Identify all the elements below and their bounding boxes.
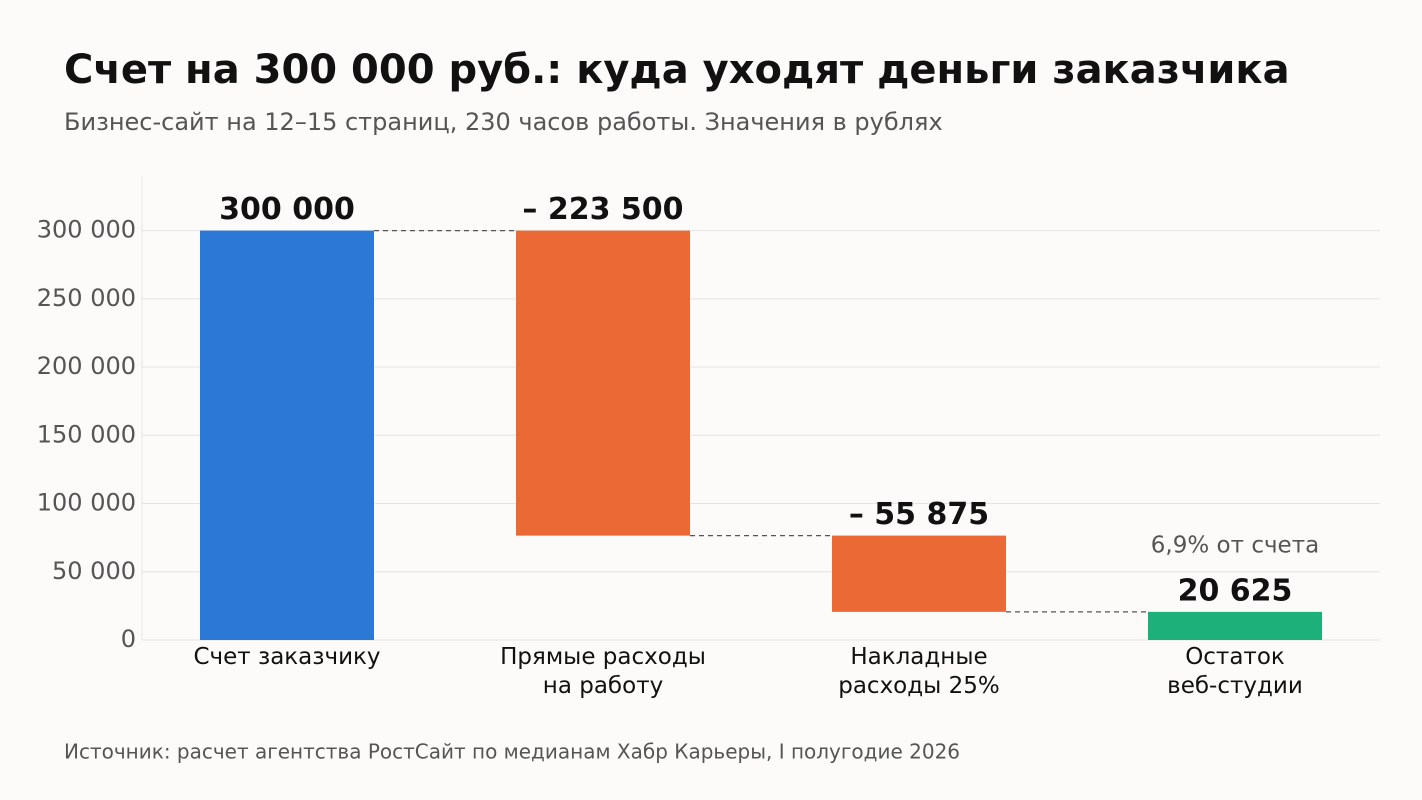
y-tick-label: 150 000	[37, 420, 136, 448]
chart-subtitle: Бизнес-сайт на 12–15 страниц, 230 часов …	[64, 108, 943, 136]
x-tick-label: Остаток веб-студии	[1167, 644, 1303, 699]
value-label: – 223 500	[522, 192, 683, 227]
y-tick-label: 300 000	[37, 216, 136, 244]
x-tick-label: Накладные расходы 25%	[838, 644, 1000, 699]
annotation: 6,9% от счета	[1151, 532, 1319, 558]
value-label: 300 000	[219, 192, 355, 227]
y-tick-label: 200 000	[37, 352, 136, 380]
bar	[1148, 611, 1322, 640]
y-tick-label: 100 000	[37, 489, 136, 517]
x-tick-label: Прямые расходы на работу	[500, 644, 706, 699]
value-label: – 55 875	[849, 497, 989, 532]
value-label: 20 625	[1178, 573, 1293, 608]
x-tick-label: Счет заказчику	[193, 644, 380, 670]
bar	[516, 230, 690, 536]
y-tick-label: 0	[121, 625, 136, 653]
bar	[200, 230, 374, 640]
bar	[832, 535, 1006, 612]
y-tick-label: 250 000	[37, 284, 136, 312]
source: Источник: расчет агентства РостСайт по м…	[64, 740, 960, 764]
y-tick-label: 50 000	[52, 557, 136, 585]
chart-title: Счет на 300 000 руб.: куда уходят деньги…	[64, 47, 1290, 93]
